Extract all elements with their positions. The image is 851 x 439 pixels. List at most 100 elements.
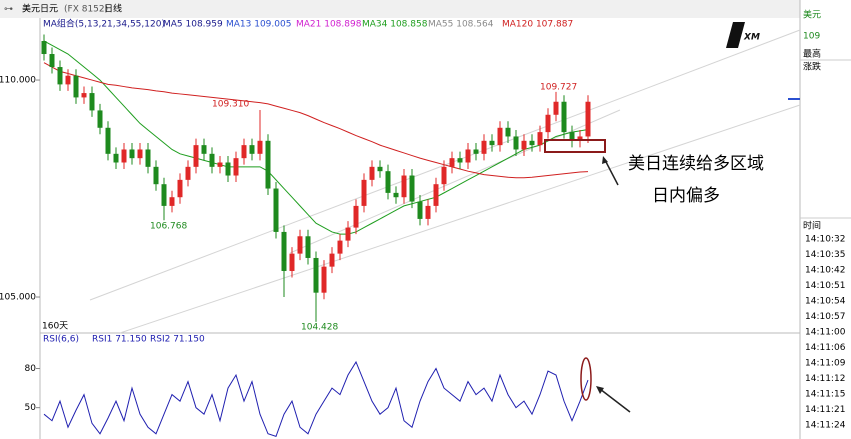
time-label: 14:10:35 — [805, 250, 845, 260]
candle-body — [65, 75, 71, 85]
rsi-tick-label: 50 — [25, 403, 37, 413]
rsi-line — [43, 360, 589, 438]
candle-body — [569, 132, 575, 141]
time-label: 14:10:42 — [805, 266, 845, 276]
side-price: 109 — [803, 32, 820, 42]
candle-body — [273, 188, 279, 232]
candle-body — [97, 110, 103, 128]
y-tick-label: 110.000 — [0, 76, 36, 86]
candle-body — [529, 140, 535, 146]
candle-body — [441, 166, 447, 185]
svg-text:XM: XM — [743, 33, 760, 43]
time-label: 14:11:12 — [805, 374, 845, 384]
candle-body — [561, 101, 567, 133]
candle-body — [289, 253, 295, 271]
candle-body — [57, 67, 63, 85]
candle-body — [449, 158, 455, 167]
arrow — [599, 388, 631, 413]
candle-body — [297, 236, 303, 254]
arrowhead — [596, 386, 604, 394]
candle-body — [321, 266, 327, 293]
candle-body — [305, 236, 311, 258]
candle-body — [105, 127, 111, 154]
candle-body — [425, 205, 431, 219]
candle-body — [177, 179, 183, 198]
toolbar-icon: ⊶ — [4, 5, 13, 15]
candle-body — [417, 201, 423, 219]
symbol: 美元日元 — [22, 3, 58, 15]
candle-body — [89, 93, 95, 111]
legend-entry: MA21 108.898 — [296, 20, 362, 30]
legend-entry: MA组合(5,13,21,34,55,120) — [43, 18, 165, 30]
candle-body — [489, 140, 495, 146]
candle-body — [265, 140, 271, 189]
candle-body — [433, 184, 439, 206]
side-name: 美元 — [803, 9, 821, 21]
period: 日线 — [104, 3, 122, 15]
candle-body — [481, 140, 487, 154]
candle-body — [377, 166, 383, 172]
candle-body — [505, 127, 511, 137]
candle-body — [537, 132, 543, 146]
candle-body — [161, 184, 167, 206]
candle-body — [209, 153, 215, 167]
legend-entry: MA55 108.564 — [428, 20, 494, 30]
highlight-box — [544, 139, 606, 153]
candle-body — [185, 166, 191, 180]
time-label: 14:11:24 — [805, 421, 846, 431]
candle-body — [497, 127, 503, 146]
channel-line — [119, 104, 801, 334]
candle-body — [473, 149, 479, 154]
candle-body — [73, 75, 79, 98]
legend-entry: MA34 108.858 — [362, 20, 428, 30]
low-label: 104.428 — [301, 323, 338, 333]
candle-body — [457, 158, 463, 163]
high-label: 109.727 — [540, 83, 577, 93]
time-label: 14:11:06 — [805, 343, 846, 353]
candle-body — [513, 136, 519, 150]
time-label: 14:10:54 — [805, 297, 846, 307]
rsi-title: RSI(6,6) — [43, 335, 79, 345]
candle-body — [345, 227, 351, 241]
candle-body — [393, 192, 399, 198]
candle-body — [361, 179, 367, 206]
candle-body — [337, 240, 343, 254]
high-label: 109.310 — [212, 100, 249, 110]
symbol-code: (FX 8152) — [64, 5, 108, 15]
time-label: 14:11:15 — [805, 390, 845, 400]
legend-entry: MA120 107.887 — [502, 20, 573, 30]
rsi-label: RSI2 71.150 — [150, 335, 205, 345]
side-label: 最高 — [803, 48, 821, 60]
candle-body — [129, 149, 135, 159]
candle-body — [145, 149, 151, 167]
candle-body — [169, 197, 175, 206]
time-label: 14:11:00 — [805, 328, 846, 338]
candle-body — [193, 145, 199, 167]
candle-body — [401, 175, 407, 198]
rsi-label: RSI1 71.150 — [92, 335, 147, 345]
candle-body — [409, 175, 415, 202]
low-label: 106.768 — [150, 222, 187, 232]
candle-body — [241, 145, 247, 159]
time-label: 14:10:51 — [805, 281, 845, 291]
arrowhead — [602, 156, 608, 164]
candle-body — [121, 149, 127, 163]
candle-body — [553, 101, 559, 115]
candle-body — [49, 54, 55, 68]
candle-body — [369, 166, 375, 180]
candle-body — [329, 253, 335, 267]
side-label: 时间 — [803, 220, 821, 232]
candle-body — [249, 145, 255, 154]
logo: XM — [726, 22, 760, 48]
y-tick-label: 105.000 — [0, 293, 36, 303]
toolbar — [0, 0, 800, 18]
candle-body — [137, 149, 143, 159]
candle-body — [225, 162, 231, 176]
legend-entry: MA13 109.005 — [226, 20, 291, 30]
time-label: 14:10:32 — [805, 235, 845, 245]
legend-entry: MA5 108.959 — [163, 20, 223, 30]
callout-text: 日内偏多 — [652, 186, 720, 206]
candle-body — [521, 140, 527, 150]
arrow — [604, 159, 619, 186]
